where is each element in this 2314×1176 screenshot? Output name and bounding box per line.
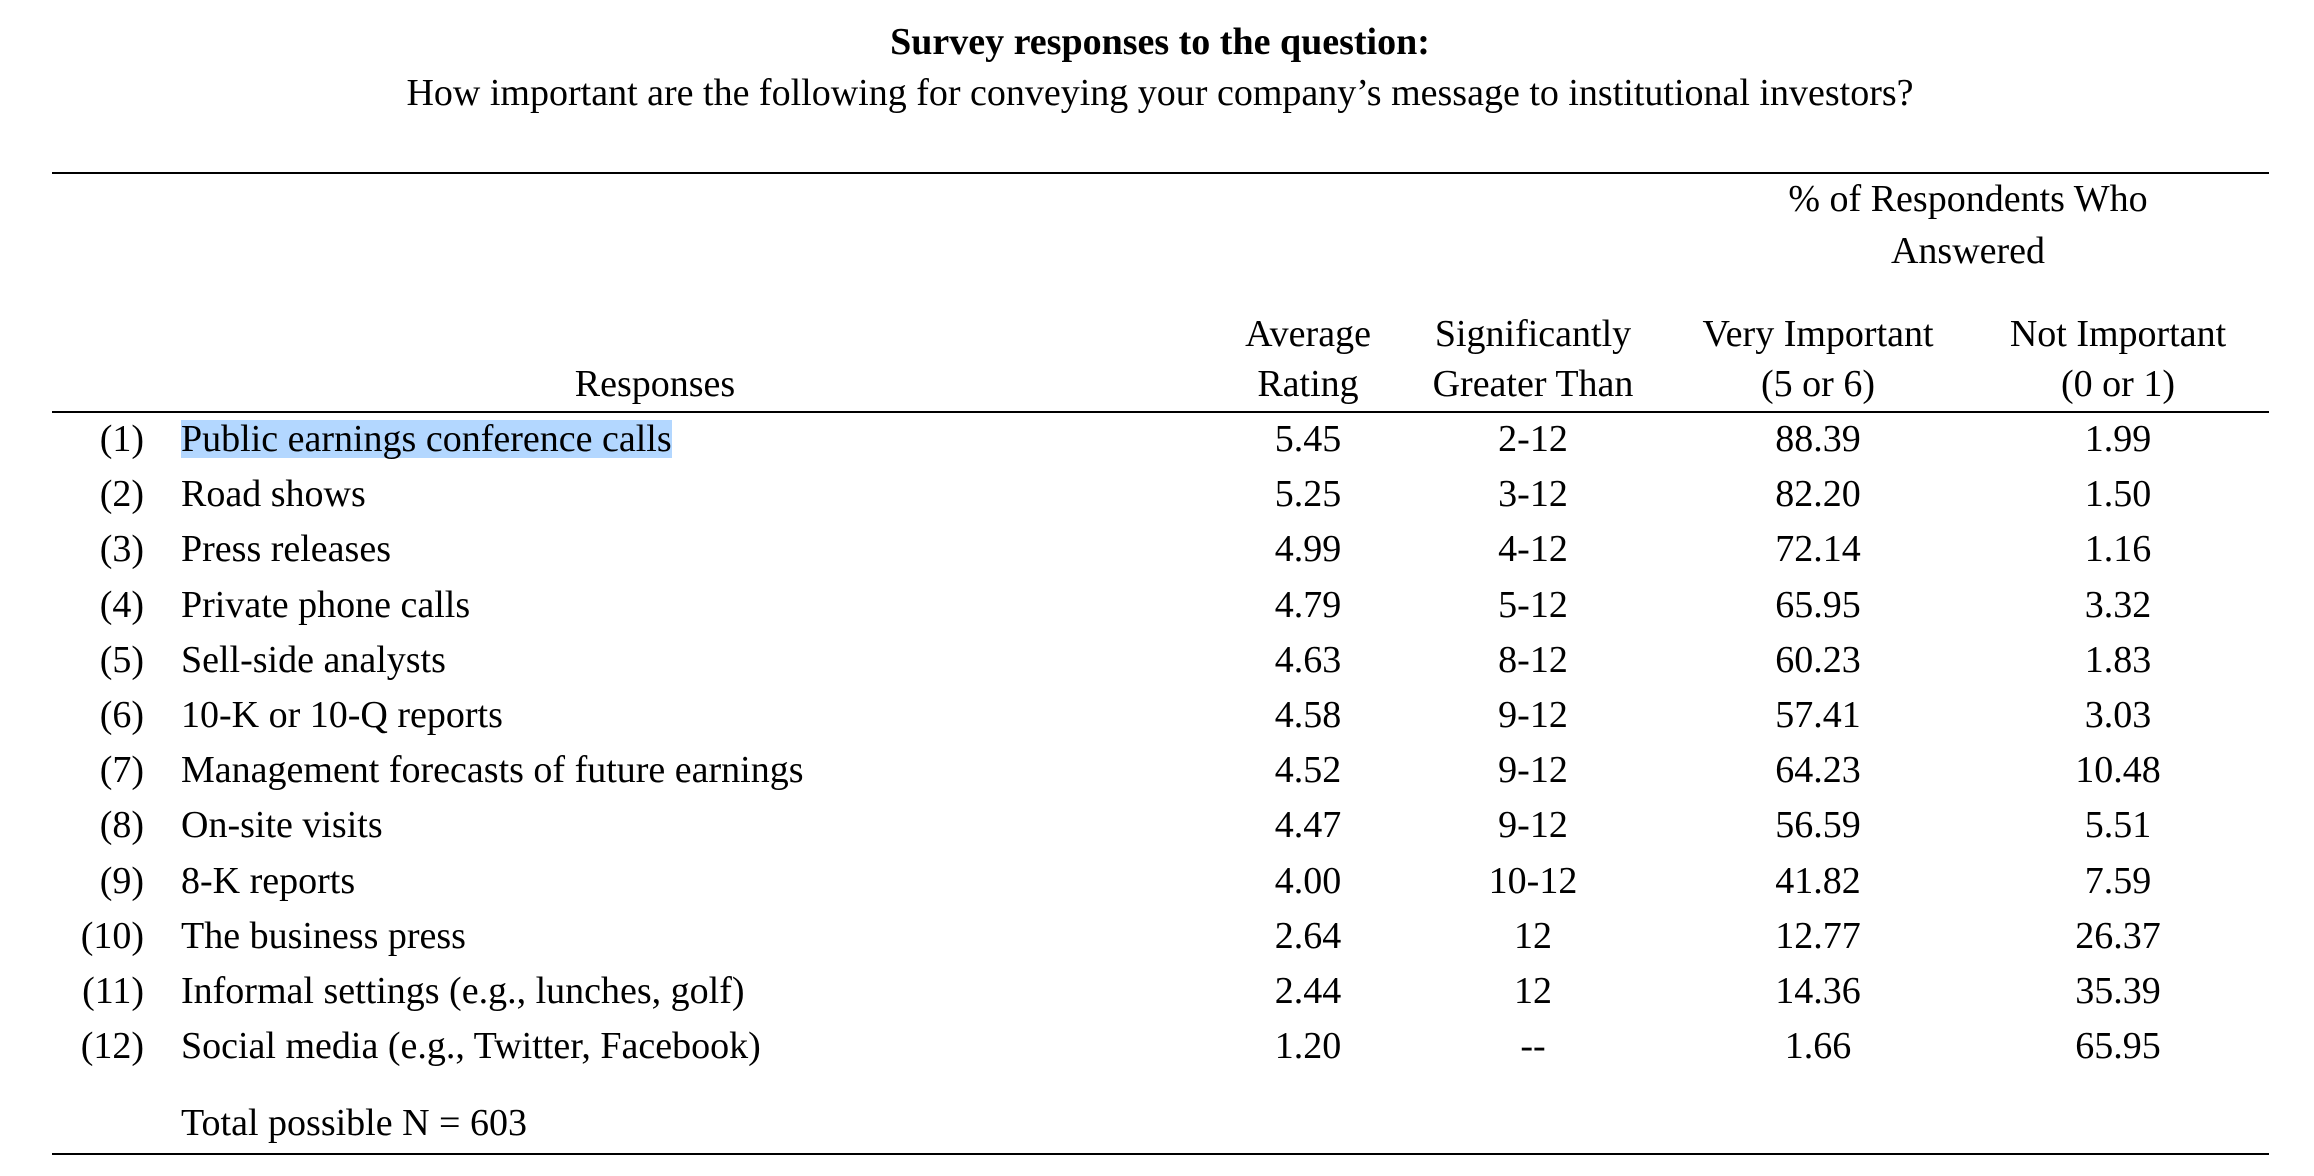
column-header: Significantly [1434, 313, 1632, 355]
cell: 1.16 [2084, 528, 2152, 571]
cell: 82.20 [1775, 473, 1861, 516]
table-note: Total possible N = 603 [181, 1102, 527, 1144]
cell: 5-12 [1498, 583, 1568, 626]
row-number: (8) [99, 804, 144, 847]
row-number: (12) [80, 1025, 144, 1068]
cell: 4.79 [1274, 583, 1342, 626]
row-number: (9) [99, 859, 144, 902]
cell: 41.82 [1775, 859, 1861, 902]
cell: 57.41 [1775, 694, 1861, 736]
row-number: (4) [99, 583, 144, 626]
cell: 12 [1514, 970, 1552, 1012]
cell: 1.20 [1274, 1025, 1342, 1068]
row-label: Road shows [181, 473, 366, 516]
row-number: (6) [99, 694, 144, 736]
row-label: On-site visits [181, 804, 383, 847]
cell: 4.99 [1274, 528, 1342, 571]
cell: 1.66 [1784, 1025, 1852, 1068]
group-header: Answered [1890, 230, 2046, 272]
column-header: (0 or 1) [2061, 363, 2175, 405]
cell: 4.63 [1274, 638, 1342, 681]
cell: 1.50 [2084, 473, 2152, 516]
cell: 5.25 [1274, 473, 1342, 516]
cell: 5.45 [1274, 418, 1342, 460]
header-rule [52, 411, 2269, 413]
cell: 10.48 [2075, 749, 2161, 792]
cell: -- [1520, 1025, 1546, 1068]
cell: 4.52 [1274, 749, 1342, 792]
cell: 64.23 [1775, 749, 1861, 792]
cell: 35.39 [2075, 970, 2161, 1012]
cell: 3-12 [1498, 473, 1568, 516]
cell: 4.47 [1274, 804, 1342, 847]
row-label: Sell-side analysts [181, 638, 446, 681]
row-number: (5) [99, 638, 144, 681]
cell: 26.37 [2075, 914, 2161, 957]
column-header: Responses [574, 363, 736, 405]
cell: 7.59 [2084, 859, 2152, 902]
column-header: Rating [1257, 363, 1359, 405]
column-header: Greater Than [1432, 363, 1634, 405]
row-label: Press releases [181, 528, 391, 571]
cell: 1.83 [2084, 638, 2152, 681]
row-number: (7) [99, 749, 144, 792]
column-header: Very Important [1702, 313, 1934, 355]
row-number: (11) [82, 970, 144, 1012]
cell: 56.59 [1775, 804, 1861, 847]
row-number: (3) [99, 528, 144, 571]
row-label: Private phone calls [181, 583, 471, 626]
group-header: % of Respondents Who [1788, 178, 2148, 220]
cell: 4.00 [1274, 859, 1342, 902]
cell: 12.77 [1775, 914, 1861, 957]
row-label: The business press [181, 914, 466, 957]
row-number: (2) [99, 473, 144, 516]
row-label: Social media (e.g., Twitter, Facebook) [181, 1025, 761, 1068]
cell: 4-12 [1498, 528, 1568, 571]
cell: 88.39 [1775, 418, 1861, 460]
cell: 8-12 [1498, 638, 1568, 681]
question: How important are the following for conv… [406, 72, 1914, 114]
cell: 2.64 [1274, 914, 1342, 957]
column-header: Not Important [2009, 313, 2227, 355]
row-number: (10) [80, 914, 144, 957]
cell: 4.58 [1274, 694, 1342, 736]
cell: 14.36 [1775, 970, 1861, 1012]
row-label: Management forecasts of future earnings [181, 749, 804, 792]
cell: 5.51 [2084, 804, 2152, 847]
bottom-rule [52, 1153, 2269, 1155]
cell: 12 [1514, 914, 1552, 957]
title: Survey responses to the question: [890, 21, 1430, 63]
top-rule [52, 172, 2269, 174]
row-label: Informal settings (e.g., lunches, golf) [181, 970, 745, 1012]
row-label: 8-K reports [181, 859, 356, 902]
row-label: Public earnings conference calls [181, 418, 672, 460]
cell: 3.32 [2084, 583, 2152, 626]
cell: 72.14 [1775, 528, 1861, 571]
row-label: 10-K or 10-Q reports [181, 694, 503, 736]
row-number: (1) [99, 418, 144, 460]
cell: 65.95 [2075, 1025, 2161, 1068]
cell: 1.99 [2084, 418, 2152, 460]
cell: 9-12 [1498, 694, 1568, 736]
cell: 10-12 [1488, 859, 1578, 902]
cell: 9-12 [1498, 804, 1568, 847]
cell: 9-12 [1498, 749, 1568, 792]
cell: 65.95 [1775, 583, 1861, 626]
cell: 2-12 [1498, 418, 1568, 460]
column-header: (5 or 6) [1761, 363, 1875, 405]
cell: 3.03 [2084, 694, 2152, 736]
cell: 2.44 [1274, 970, 1342, 1012]
column-header: Average [1245, 313, 1371, 355]
cell: 60.23 [1775, 638, 1861, 681]
